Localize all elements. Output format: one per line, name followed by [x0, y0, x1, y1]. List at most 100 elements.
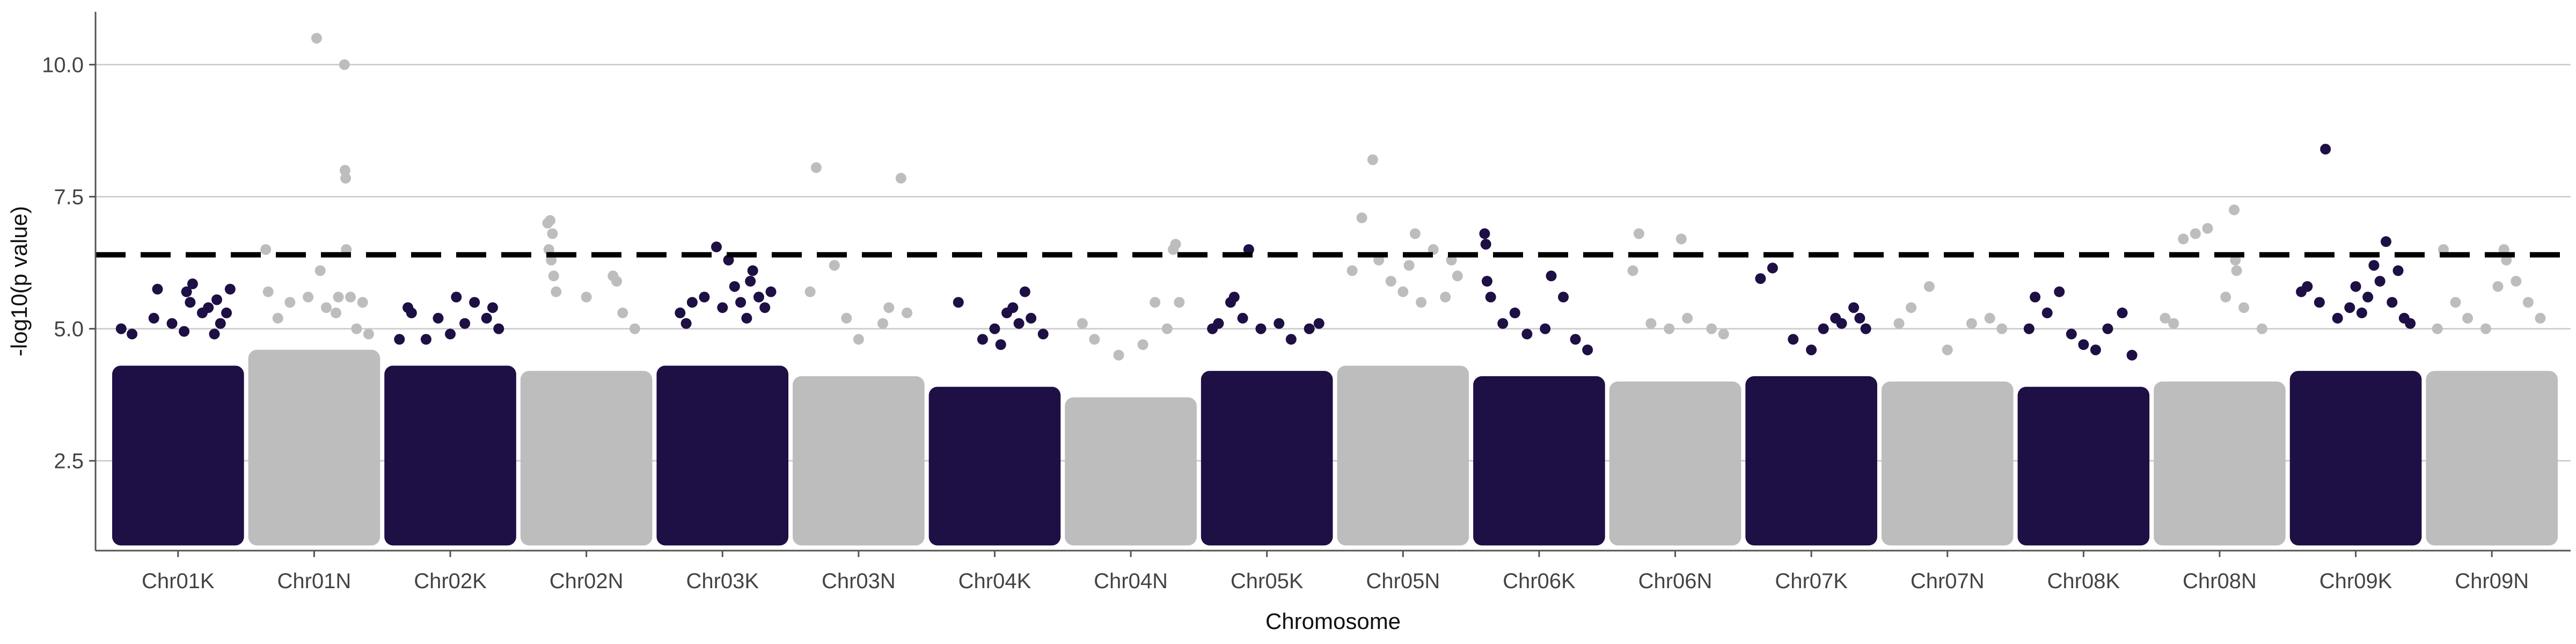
- point-cloud-chr01n: [248, 349, 380, 546]
- data-points: [115, 33, 2546, 361]
- data-point: [345, 291, 356, 303]
- x-tick-label: Chr05N: [1366, 569, 1440, 593]
- data-point: [1113, 349, 1124, 361]
- data-point: [1521, 328, 1533, 340]
- x-tick-label: Chr06K: [1503, 569, 1576, 593]
- data-point: [2392, 265, 2404, 276]
- data-point: [2380, 236, 2391, 247]
- data-point: [2535, 312, 2546, 324]
- data-point: [629, 323, 640, 334]
- point-cloud-chr07k: [1745, 376, 1877, 546]
- x-tick-label: Chr03N: [822, 569, 896, 593]
- point-cloud-chr08n: [2154, 381, 2286, 546]
- data-point: [1255, 323, 1267, 334]
- data-point: [1367, 154, 1378, 165]
- data-point: [2374, 276, 2385, 287]
- x-tick-label: Chr02N: [550, 569, 624, 593]
- data-point: [1440, 291, 1451, 303]
- data-point: [1356, 212, 1367, 223]
- data-point: [262, 286, 274, 297]
- data-point: [1416, 297, 1427, 308]
- data-point: [303, 291, 314, 303]
- data-point: [179, 326, 190, 337]
- data-point: [2511, 276, 2522, 287]
- data-point: [2387, 297, 2398, 308]
- data-point: [1007, 302, 1019, 313]
- point-cloud-chr08k: [2017, 386, 2150, 546]
- data-point: [215, 318, 226, 329]
- data-point: [765, 286, 777, 297]
- data-point: [617, 308, 628, 319]
- point-cloud-chr05n: [1337, 365, 1469, 546]
- data-point: [152, 283, 163, 295]
- data-point: [581, 291, 592, 303]
- data-point: [1274, 318, 1285, 329]
- data-point: [2066, 328, 2077, 340]
- data-point: [1174, 297, 1185, 308]
- data-point: [394, 334, 405, 345]
- data-point: [1633, 228, 1644, 239]
- data-point: [1570, 334, 1581, 345]
- data-point: [320, 302, 332, 313]
- x-tick-label: Chr08N: [2183, 569, 2257, 593]
- data-point: [995, 339, 1006, 350]
- data-point: [1582, 344, 1593, 355]
- x-tick-label: Chr04N: [1094, 569, 1168, 593]
- data-point: [675, 308, 686, 319]
- data-point: [260, 244, 272, 255]
- y-axis-ticks: 2.5 5.0 7.5 10.0: [42, 53, 96, 473]
- data-point: [1664, 323, 1675, 334]
- data-point: [2450, 297, 2461, 308]
- data-point: [1170, 239, 1181, 250]
- point-cloud-chr03n: [793, 376, 925, 546]
- data-point: [1996, 323, 2008, 334]
- data-point: [469, 297, 480, 308]
- data-point: [1397, 286, 1409, 297]
- data-point: [1480, 239, 1491, 250]
- data-point: [1848, 302, 1860, 313]
- data-point: [1984, 312, 1995, 324]
- point-cloud-chr03k: [656, 365, 789, 546]
- data-point: [2220, 291, 2231, 303]
- data-point: [759, 302, 771, 313]
- data-point: [747, 265, 758, 276]
- data-point: [1788, 334, 1799, 345]
- data-point: [221, 308, 232, 319]
- data-point: [2102, 323, 2113, 334]
- data-point: [1854, 312, 1865, 324]
- data-point: [2229, 204, 2240, 216]
- data-point: [1942, 344, 1953, 355]
- data-point: [735, 297, 747, 308]
- data-point: [1304, 323, 1315, 334]
- data-point: [1675, 233, 1687, 245]
- data-point: [2344, 302, 2355, 313]
- data-point: [1019, 286, 1030, 297]
- data-point: [1682, 312, 1693, 324]
- data-point: [2117, 308, 2128, 319]
- data-point: [1818, 323, 1829, 334]
- y-tick-label: 10.0: [42, 53, 84, 77]
- data-point: [680, 318, 692, 329]
- data-point: [895, 173, 906, 184]
- data-point: [487, 302, 498, 313]
- data-point: [2522, 297, 2534, 308]
- data-point: [2332, 312, 2343, 324]
- data-point: [314, 265, 326, 276]
- data-point: [2314, 297, 2325, 308]
- data-point: [2231, 265, 2242, 276]
- data-point: [272, 312, 283, 324]
- data-point: [1546, 270, 1557, 282]
- data-point: [1026, 312, 1037, 324]
- point-cloud-chr07n: [1881, 381, 2014, 546]
- data-point: [2023, 323, 2035, 334]
- data-point: [351, 323, 362, 334]
- data-point: [2320, 143, 2331, 155]
- data-point: [1497, 318, 1509, 329]
- data-point: [2054, 286, 2065, 297]
- point-cloud-chr04n: [1065, 397, 1197, 546]
- data-point: [1150, 297, 1161, 308]
- x-tick-label: Chr05K: [1231, 569, 1304, 593]
- data-point: [148, 312, 159, 324]
- point-cloud-chr06k: [1473, 376, 1605, 546]
